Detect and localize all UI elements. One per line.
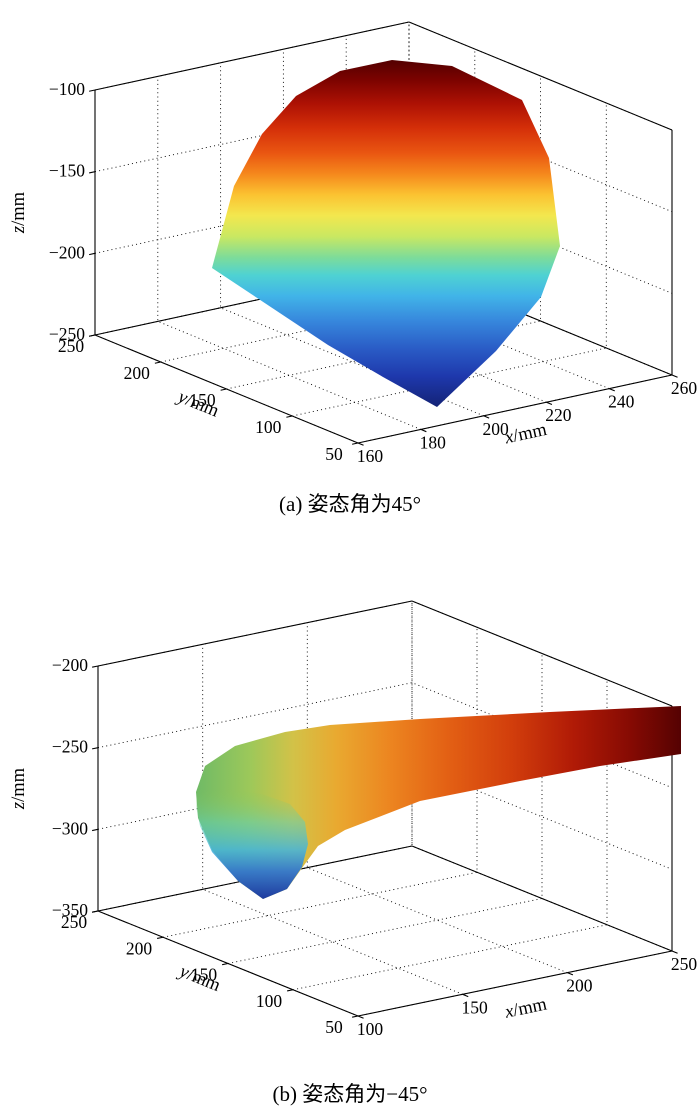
tick-label: 260: [671, 378, 698, 398]
tick-label: 200: [126, 938, 153, 958]
workspace-surface: [196, 706, 681, 899]
tick-label: −250: [52, 737, 88, 757]
z-axis-title: z/mm: [9, 767, 29, 810]
surface-plot-a: 160 180 200 220 240 260 50 100 150 200 250−250 −200…: [9, 21, 697, 466]
tick-label: 100: [255, 417, 282, 437]
workspace-surface: [212, 60, 560, 407]
tick-label: 240: [608, 392, 635, 412]
tick-label: −200: [52, 655, 88, 675]
tick-label: 250: [61, 912, 88, 932]
tick-label: 180: [420, 432, 447, 452]
x-axis-title: x/mm: [502, 994, 549, 1022]
tick-label: −200: [49, 242, 85, 262]
tick-label: 250: [671, 954, 698, 974]
tick-label: −250: [49, 324, 85, 344]
tick-label: 50: [325, 1017, 343, 1037]
axes-box: [97, 600, 673, 1017]
figure-a: 160 180 200 220 240 260 50 100 150 200 250 −250 −200…: [0, 0, 700, 518]
tick-label: 160: [357, 446, 384, 466]
tick-label: 220: [545, 405, 572, 425]
workspace-surface-body: [212, 60, 560, 407]
figure-b: 100 150 200 250 50 100 150 200 250 −350 −300 −250 −2…: [0, 594, 700, 1108]
surface-plot-b: 10015020025050100150200250−350−300−250−2…: [9, 600, 697, 1039]
workspace-surface-body: [196, 706, 681, 899]
tick-label: 100: [256, 991, 283, 1011]
tick-label: −100: [49, 79, 85, 99]
tick-label: 200: [482, 419, 509, 439]
tick-label: −350: [52, 900, 88, 920]
tick-label: 250: [58, 336, 85, 356]
tick-label: −300: [52, 818, 88, 838]
tick-label: 50: [325, 444, 343, 464]
tick-label: 150: [462, 997, 489, 1017]
tick-label: 200: [566, 976, 593, 996]
tick-label: 150: [191, 965, 218, 985]
workspace-surface-lobe: [196, 789, 308, 899]
tick-labels: 10015020025050100150200250−350−300−250−2…: [9, 655, 697, 1039]
z-axis-title: z/mm: [9, 191, 29, 234]
x-axis-title: x/mm: [502, 420, 549, 449]
tick-labels: 160 180 200 220 240 260 50 100 150 200 250−250 −200…: [9, 79, 697, 466]
tick-label: 100: [357, 1019, 384, 1039]
tick-label: 150: [189, 390, 216, 410]
caption-a: (a) 姿态角为45°: [279, 492, 421, 516]
tick-label: −150: [49, 161, 85, 181]
tick-label: 200: [124, 363, 151, 383]
caption-b: (b) 姿态角为−45°: [272, 1082, 428, 1106]
